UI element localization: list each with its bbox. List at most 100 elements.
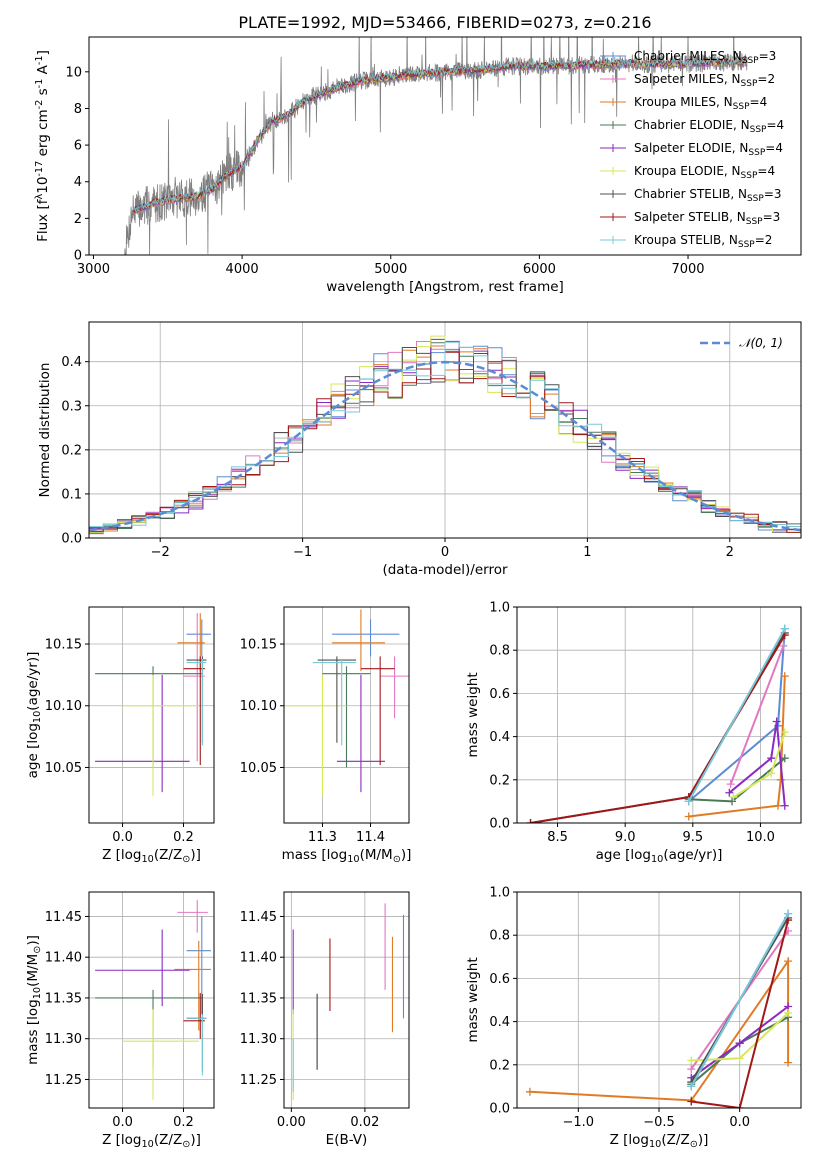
axes-frame — [283, 606, 410, 824]
legend-label-main: Salpeter STELIB, N — [634, 210, 746, 224]
legend-label-main: Kroupa MILES, N — [634, 95, 733, 109]
weight-marker — [726, 780, 735, 789]
legend-label-end: =3 — [763, 210, 781, 224]
weight-series — [687, 916, 793, 1108]
legend-label-end: =3 — [759, 49, 777, 63]
y-axis-label-part: -2 — [34, 100, 45, 110]
y-axis-label-part: s — [35, 88, 51, 99]
x-axis-label: Z [log10(Z/Z⊙)] — [610, 1132, 709, 1150]
y-axis-label-part: Flux [f — [35, 198, 51, 242]
error-bar-point — [95, 674, 190, 793]
legend-label-end: =4 — [766, 118, 784, 132]
weight-marker — [780, 624, 789, 633]
x-tick-label: 2 — [726, 545, 734, 560]
weight-marker — [684, 812, 693, 821]
error-bar-point — [95, 666, 202, 768]
x-axis-label-part: ⊙ — [182, 854, 190, 865]
y-tick-label: 6 — [74, 139, 82, 154]
x-axis-label-part: )] — [698, 1132, 709, 1148]
x-axis-label-part: Z [log — [610, 1132, 649, 1148]
x-axis-label-part: ⊙ — [393, 854, 401, 865]
weight-marker — [784, 957, 793, 966]
weight-series — [526, 628, 789, 823]
weight-marker — [725, 788, 734, 797]
x-tick-label: 0.2 — [173, 1115, 194, 1130]
weight-marker — [687, 1065, 696, 1074]
weight-vs-Z-panel-axes: −1.0 −0.5 0.0 0.0 0.2 0.4 0.6 0.8 1.0 Z [log10(Z/… — [465, 886, 802, 1150]
weight-series — [526, 631, 789, 823]
y-axis-label-part: 10 — [32, 987, 43, 999]
y-tick-label: 11.35 — [240, 991, 277, 1006]
error-bar-point — [186, 1014, 207, 1076]
weight-vs-age-panel: 8.5 9.0 9.5 10.0 0.0 0.2 0.4 0.6 0.8 1.0 age [log1… — [465, 601, 802, 865]
x-axis-label-part: 10 — [142, 1139, 154, 1150]
weight-series — [684, 624, 789, 806]
x-axis-label: wavelength [Angstrom, rest frame] — [326, 279, 564, 295]
legend-label-main: Kroupa STELIB, N — [634, 233, 738, 247]
x-tick-label: 9.5 — [682, 830, 703, 845]
y-axis-label-part: mass [log — [25, 999, 41, 1065]
y-tick-label: 10.15 — [240, 638, 277, 653]
x-tick-label: 1 — [583, 545, 591, 560]
y-axis-label-part: -17 — [34, 161, 45, 177]
y-tick-label: 0.4 — [489, 730, 510, 745]
legend-label-main: Salpeter MILES, N — [634, 72, 741, 86]
y-axis-label: age [log10(age/yr)] — [25, 652, 43, 779]
y-tick-label: 0.8 — [489, 644, 510, 659]
weight-series — [725, 717, 789, 810]
weight-line — [687, 628, 786, 802]
mass-vs-Z-panel-plot — [95, 900, 211, 1100]
weight-marker — [776, 775, 785, 784]
x-axis-label-part: 10 — [649, 1139, 661, 1150]
y-axis-label: mass weight — [465, 957, 481, 1042]
weight-marker — [687, 1097, 696, 1106]
y-tick-label: 10.05 — [240, 761, 277, 776]
weight-marker — [780, 801, 789, 810]
error-bar-point — [95, 929, 190, 1007]
legend-label: Chabrier MILES, NSSP=3 — [634, 49, 776, 66]
y-tick-label: 0.4 — [61, 355, 82, 370]
legend: 𝒩(0, 1) — [700, 336, 783, 350]
error-bar-point — [177, 900, 208, 933]
legend-label-sub: SSP — [750, 125, 767, 135]
x-tick-label: −1.0 — [563, 1115, 595, 1130]
x-tick-label: 0.0 — [112, 1115, 133, 1130]
x-tick-label: 9.0 — [615, 830, 636, 845]
x-axis-label-part: ⊙ — [690, 1139, 698, 1150]
y-tick-label: 10.05 — [45, 761, 82, 776]
y-axis-label-part: 10 — [32, 711, 43, 723]
y-tick-label: 0.6 — [489, 687, 510, 702]
weight-line — [690, 913, 789, 1087]
residuals-panel-plot — [89, 335, 801, 535]
error-bar-point — [186, 658, 207, 746]
weight-marker — [774, 801, 783, 810]
x-tick-label: 0.0 — [729, 1115, 750, 1130]
legend-label-sub: SSP — [741, 79, 758, 89]
weight-series — [684, 672, 789, 821]
x-tick-label: 0.0 — [112, 830, 133, 845]
y-axis-label: mass [log10(M/M⊙)] — [25, 935, 43, 1065]
y-tick-label: 0.8 — [489, 929, 510, 944]
x-axis-label-part: )] — [401, 847, 412, 863]
age-vs-Z-panel-plot — [95, 613, 211, 796]
weight-marker — [772, 717, 781, 726]
weight-marker — [784, 1058, 793, 1067]
normal-reference-curve — [89, 360, 801, 532]
y-tick-label: 0.3 — [61, 399, 82, 414]
x-axis-label-part: (age/yr)] — [663, 847, 722, 863]
error-bar-point — [322, 666, 371, 768]
weight-vs-Z-panel-grid — [517, 891, 801, 1109]
x-axis-label: Z [log10(Z/Z⊙)] — [102, 1132, 201, 1150]
legend-label-end: =3 — [764, 187, 782, 201]
y-tick-label: 0.0 — [61, 532, 82, 547]
spectrum-panel: 3000 4000 5000 6000 7000 0 2 4 6 8 10 PLATE=1992, M… — [34, 13, 802, 295]
y-tick-label: 10.10 — [240, 699, 277, 714]
x-tick-label: −1 — [293, 545, 312, 560]
x-tick-label: 6000 — [523, 262, 556, 277]
weight-marker — [526, 819, 535, 823]
mass-vs-EBV-panel-grid — [284, 892, 409, 1108]
